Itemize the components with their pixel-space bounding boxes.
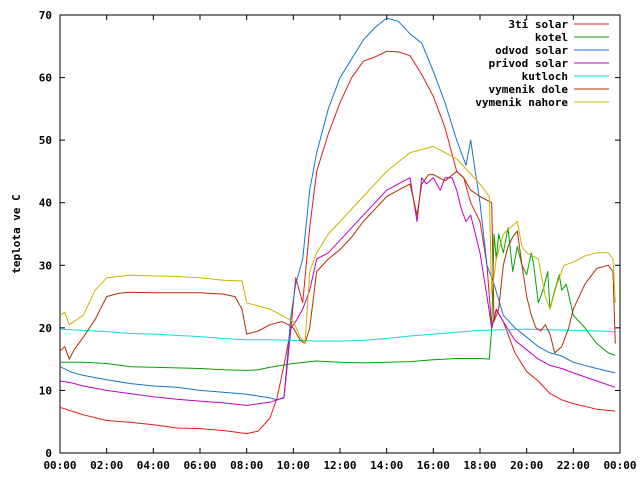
x-tick-label: 00:00 [43,459,76,472]
y-axis-ticks: 0 10 20 30 40 50 60 70 [39,9,620,460]
x-tick-label: 14:00 [370,459,403,472]
y-tick-label: 0 [45,447,52,460]
legend-label: odvod solar [495,44,568,57]
series-line-privod-solar [59,177,616,406]
series-line-odvod-solar [59,17,616,401]
x-tick-label: 00:00 [603,459,636,472]
x-tick-label: 18:00 [463,459,496,472]
series-line-3ti-solar [59,50,616,435]
x-tick-label: 10:00 [277,459,310,472]
series-lines [59,17,616,435]
x-tick-label: 22:00 [557,459,590,472]
x-axis-ticks: 00:00 02:00 04:00 06:00 08:00 10:00 12:00 14:00… [43,15,637,472]
y-axis-label: teplota ve C [10,194,23,273]
x-tick-label: 08:00 [230,459,263,472]
x-tick-label: 02:00 [90,459,123,472]
y-tick-label: 40 [39,197,52,210]
y-tick-label: 10 [39,384,52,397]
x-tick-label: 16:00 [417,459,450,472]
series-line-kutloch [59,328,616,342]
legend-label: 3ti solar [508,18,568,31]
y-tick-label: 70 [39,9,52,22]
x-tick-label: 12:00 [323,459,356,472]
series-line-vymenik-nahore [59,145,616,344]
legend-label: vymenik nahore [475,96,568,109]
y-tick-label: 60 [39,72,52,85]
y-tick-label: 30 [39,259,52,272]
legend-label: kutloch [522,70,568,83]
x-tick-label: 20:00 [510,459,543,472]
y-tick-label: 20 [39,322,52,335]
legend-label: vymenik dole [489,83,569,96]
x-tick-label: 04:00 [137,459,170,472]
y-tick-label: 50 [39,134,52,147]
series-line-vymenik-dole [59,170,616,360]
series-line-kotel [60,227,616,371]
legend-label: privod solar [489,57,569,70]
legend-label: kotel [535,31,568,44]
x-tick-label: 06:00 [183,459,216,472]
